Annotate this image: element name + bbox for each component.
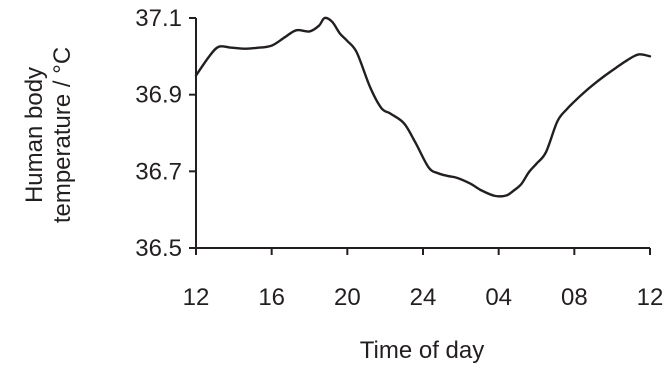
y-tick-label: 36.9 <box>135 82 182 109</box>
x-tick-label: 16 <box>258 284 285 311</box>
x-tick-label: 08 <box>561 284 588 311</box>
x-tick-label: 20 <box>334 284 361 311</box>
x-tick-label: 12 <box>183 284 210 311</box>
y-tick-label: 36.5 <box>135 235 182 262</box>
y-tick-label: 37.1 <box>135 5 182 32</box>
temperature-line <box>194 16 652 198</box>
x-tick-label: 24 <box>410 284 437 311</box>
y-axis-title: Human body temperature / °C <box>21 47 76 223</box>
y-axis-title-line-1: Human body <box>21 67 48 203</box>
x-axis-title: Time of day <box>360 337 485 364</box>
x-tick-label: 04 <box>485 284 512 311</box>
axes <box>195 18 650 249</box>
x-tick-label: 12 <box>637 284 664 311</box>
series-group <box>194 16 652 198</box>
x-ticks: 12 16 20 24 04 08 12 <box>183 248 664 311</box>
y-axis-title-line-2: temperature / °C <box>49 47 76 223</box>
y-tick-label: 36.7 <box>135 158 182 185</box>
y-ticks: 37.1 36.9 36.7 36.5 <box>135 5 196 262</box>
